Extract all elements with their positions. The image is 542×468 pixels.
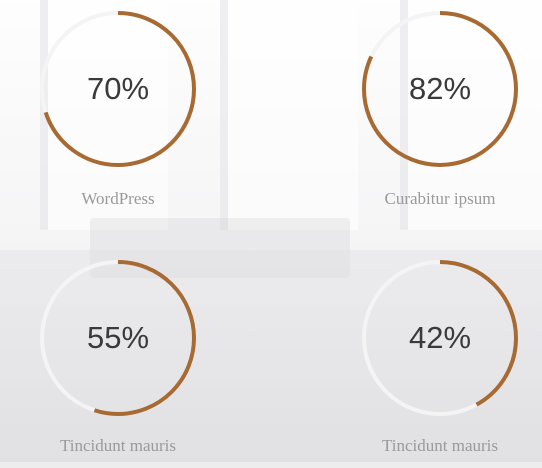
skill-item: 70% WordPress: [38, 9, 198, 219]
skill-item: 82% Curabitur ipsum: [360, 9, 520, 219]
skill-percentage: 82%: [408, 71, 472, 106]
skill-label: Curabitur ipsum: [384, 189, 496, 208]
progress-ring-arc: [362, 260, 518, 416]
progress-ring: [40, 11, 196, 167]
skill-item: 55% Tincidunt mauris: [38, 258, 198, 468]
skill-label: Tincidunt mauris: [59, 436, 177, 455]
background-window: [400, 0, 542, 230]
progress-ring-arc: [40, 11, 196, 167]
skill-label: Tincidunt mauris: [381, 436, 499, 455]
progress-ring-arc: [362, 11, 518, 167]
skill-percentage: 42%: [408, 320, 472, 355]
skill-percentage: 55%: [86, 320, 150, 355]
progress-ring: [362, 260, 518, 416]
progress-ring-arc: [40, 260, 196, 416]
background-window: [220, 0, 358, 230]
progress-ring: [362, 11, 518, 167]
skill-item: 42% Tincidunt mauris: [360, 258, 520, 468]
background-desk: [0, 250, 542, 462]
progress-ring: [40, 260, 196, 416]
skill-label: WordPress: [81, 189, 155, 208]
skill-percentage: 70%: [86, 71, 150, 106]
